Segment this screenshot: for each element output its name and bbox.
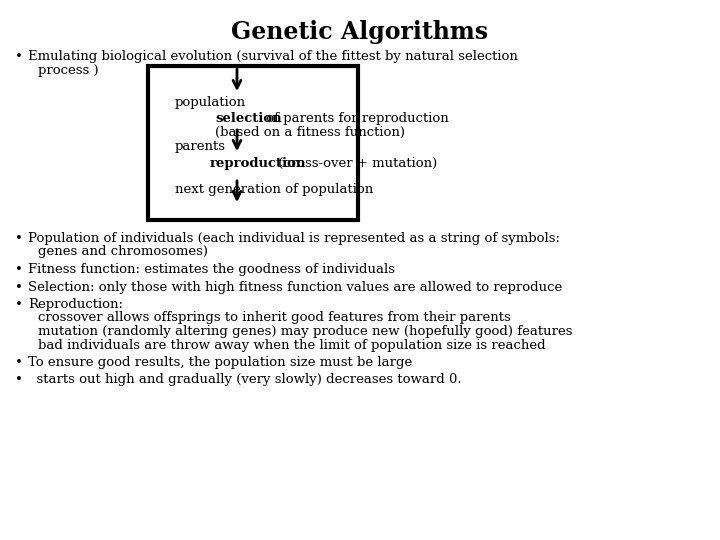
Text: (cross-over + mutation): (cross-over + mutation) [274, 157, 437, 170]
Text: Emulating biological evolution (survival of the fittest by natural selection: Emulating biological evolution (survival… [28, 50, 518, 63]
Text: •: • [15, 50, 23, 63]
Text: Population of individuals (each individual is represented as a string of symbols: Population of individuals (each individu… [28, 232, 560, 245]
Text: Genetic Algorithms: Genetic Algorithms [231, 20, 489, 44]
Text: Fitness function: estimates the goodness of individuals: Fitness function: estimates the goodness… [28, 263, 395, 276]
Text: next generation of population: next generation of population [175, 183, 373, 196]
Text: bad individuals are throw away when the limit of population size is reached: bad individuals are throw away when the … [38, 339, 546, 352]
Text: process ): process ) [38, 64, 99, 77]
Text: crossover allows offsprings to inherit good features from their parents: crossover allows offsprings to inherit g… [38, 312, 510, 325]
Text: starts out high and gradually (very slowly) decreases toward 0.: starts out high and gradually (very slow… [28, 374, 462, 387]
Text: •: • [15, 374, 23, 387]
Text: Selection: only those with high fitness function values are allowed to reproduce: Selection: only those with high fitness … [28, 280, 562, 294]
Text: To ensure good results, the population size must be large: To ensure good results, the population s… [28, 356, 413, 369]
Text: •: • [15, 263, 23, 276]
Text: parents: parents [175, 140, 226, 153]
Text: (based on a fitness function): (based on a fitness function) [215, 126, 405, 139]
Text: of parents for reproduction: of parents for reproduction [262, 112, 449, 125]
Text: •: • [15, 356, 23, 369]
Text: •: • [15, 298, 23, 311]
Text: genes and chromosomes): genes and chromosomes) [38, 246, 208, 259]
Text: •: • [15, 280, 23, 294]
Text: Reproduction:: Reproduction: [28, 298, 123, 311]
Text: population: population [175, 96, 246, 109]
Text: reproduction: reproduction [210, 157, 307, 170]
Text: selection: selection [215, 112, 282, 125]
Text: mutation (randomly altering genes) may produce new (hopefully good) features: mutation (randomly altering genes) may p… [38, 325, 572, 338]
Bar [148, 66, 358, 220]
Text: •: • [15, 232, 23, 245]
